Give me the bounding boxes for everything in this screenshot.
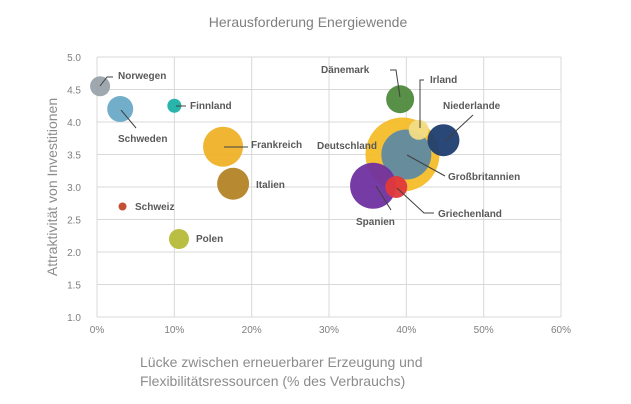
bubble-d-nemark [386, 85, 415, 114]
x-tick-label: 50% [474, 325, 494, 336]
data-label-deutschland: Deutschland [317, 141, 377, 152]
bubble-italien [217, 167, 250, 200]
leader-line-spanien [375, 185, 392, 211]
x-tick-label: 20% [242, 325, 262, 336]
data-label-finnland: Finnland [190, 101, 232, 112]
y-axis-ticks: 1.0 1.5 2.0 2.5 3.0 3.5 4.0 4.5 5.0 [67, 53, 81, 324]
y-tick-label: 2.0 [67, 248, 81, 259]
leader-line-irland [419, 79, 424, 128]
leader-line-schweden [120, 109, 137, 129]
y-tick-label: 3.0 [67, 183, 81, 194]
bubble-schweiz [118, 202, 127, 211]
data-label-norwegen: Norwegen [118, 71, 166, 82]
data-label-polen: Polen [196, 234, 223, 245]
x-axis-label-line-2: Flexibilitätsressourcen (% des Verbrauch… [140, 373, 405, 389]
y-tick-label: 4.0 [67, 118, 81, 129]
leader-line-gro-britannien [406, 154, 446, 177]
bubble-gro-britannien [381, 129, 432, 180]
y-axis-label: Attraktivität von Investitionen [44, 98, 60, 276]
y-tick-label: 5.0 [67, 53, 81, 64]
chart-title: Herausforderung Energiewende [209, 14, 408, 30]
bubbles [90, 76, 460, 249]
leader-line-griechenland [396, 187, 434, 214]
bubble-irland [408, 119, 429, 140]
y-tick-label: 4.5 [67, 86, 81, 97]
data-label-italien: Italien [256, 180, 285, 191]
y-tick-label: 2.5 [67, 216, 81, 227]
data-label-schweden: Schweden [118, 134, 167, 145]
bubble-schweden [107, 96, 134, 122]
x-tick-label: 40% [396, 325, 416, 336]
bubble-labels: Deutschland Großbritannien Spanien Griechen… [118, 65, 520, 245]
x-axis-label-line-1: Lücke zwischen erneuerbarer Erzeugung un… [140, 354, 423, 370]
data-label-spanien: Spanien [356, 217, 395, 228]
y-tick-label: 1.0 [67, 313, 81, 324]
x-tick-label: 10% [164, 325, 184, 336]
bubble-finnland [167, 98, 182, 113]
y-tick-label: 1.5 [67, 281, 81, 292]
bubble-polen [168, 229, 189, 249]
data-label-niederlande: Niederlande [443, 101, 501, 112]
leader-line-d-nemark [390, 69, 401, 98]
data-label-frankreich: Frankreich [251, 140, 302, 151]
data-label-irland: Irland [430, 75, 457, 86]
y-tick-label: 3.5 [67, 151, 81, 162]
data-label-griechenland: Griechenland [438, 209, 502, 220]
x-tick-label: 60% [551, 325, 571, 336]
x-tick-label: 30% [319, 325, 339, 336]
bubble-norwegen [90, 76, 111, 97]
bubble-niederlande [427, 124, 460, 157]
bubble-spanien [350, 162, 397, 209]
x-tick-label: 0% [90, 325, 105, 336]
x-axis-ticks: 0% 10% 20% 30% 40% 50% 60% [90, 325, 571, 336]
leader-line-norwegen [99, 76, 113, 87]
data-label-schweiz: Schweiz [135, 202, 174, 213]
leader-line-niederlande [444, 114, 474, 142]
data-label-gro-britannien: Großbritannien [448, 172, 520, 183]
data-label-d-nemark: Dänemark [321, 65, 370, 76]
leader-lines [99, 69, 474, 214]
bubble-frankreich [203, 126, 244, 167]
gridlines [96, 56, 562, 318]
